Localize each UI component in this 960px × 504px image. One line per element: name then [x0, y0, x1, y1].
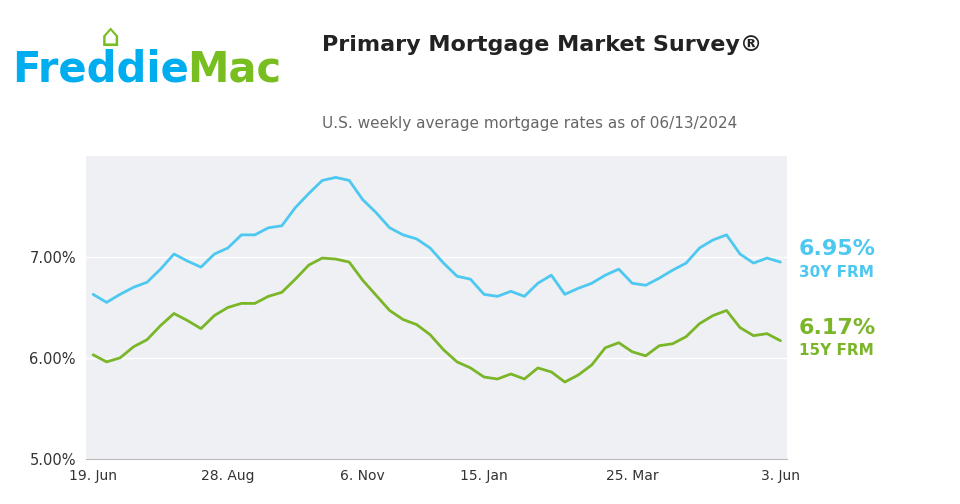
Text: Freddie: Freddie	[12, 49, 189, 91]
Text: 30Y FRM: 30Y FRM	[799, 265, 874, 280]
Text: Primary Mortgage Market Survey®: Primary Mortgage Market Survey®	[322, 35, 762, 55]
Text: 6.95%: 6.95%	[799, 239, 876, 260]
Text: ⌂: ⌂	[101, 23, 120, 52]
Text: 15Y FRM: 15Y FRM	[799, 343, 874, 358]
Text: U.S. weekly average mortgage rates as of 06/13/2024: U.S. weekly average mortgage rates as of…	[322, 116, 737, 131]
Text: Mac: Mac	[187, 49, 281, 91]
Text: 6.17%: 6.17%	[799, 318, 876, 338]
